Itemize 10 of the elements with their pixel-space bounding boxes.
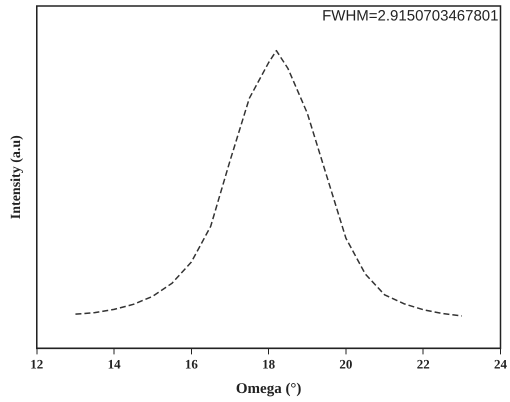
x-tick-label: 12	[30, 356, 44, 372]
x-tick-label: 20	[339, 356, 352, 372]
x-tick-label: 16	[184, 356, 198, 372]
x-tick-label: 24	[494, 356, 508, 372]
x-tick-label: 22	[416, 356, 430, 372]
x-tick-label: 14	[108, 356, 122, 372]
x-axis-title: Omega (°)	[236, 380, 302, 397]
y-axis-title: Intensity (a.u)	[9, 134, 24, 220]
x-tick-label: 18	[262, 356, 276, 372]
text: FWHM=2.9150703467801	[322, 8, 498, 25]
